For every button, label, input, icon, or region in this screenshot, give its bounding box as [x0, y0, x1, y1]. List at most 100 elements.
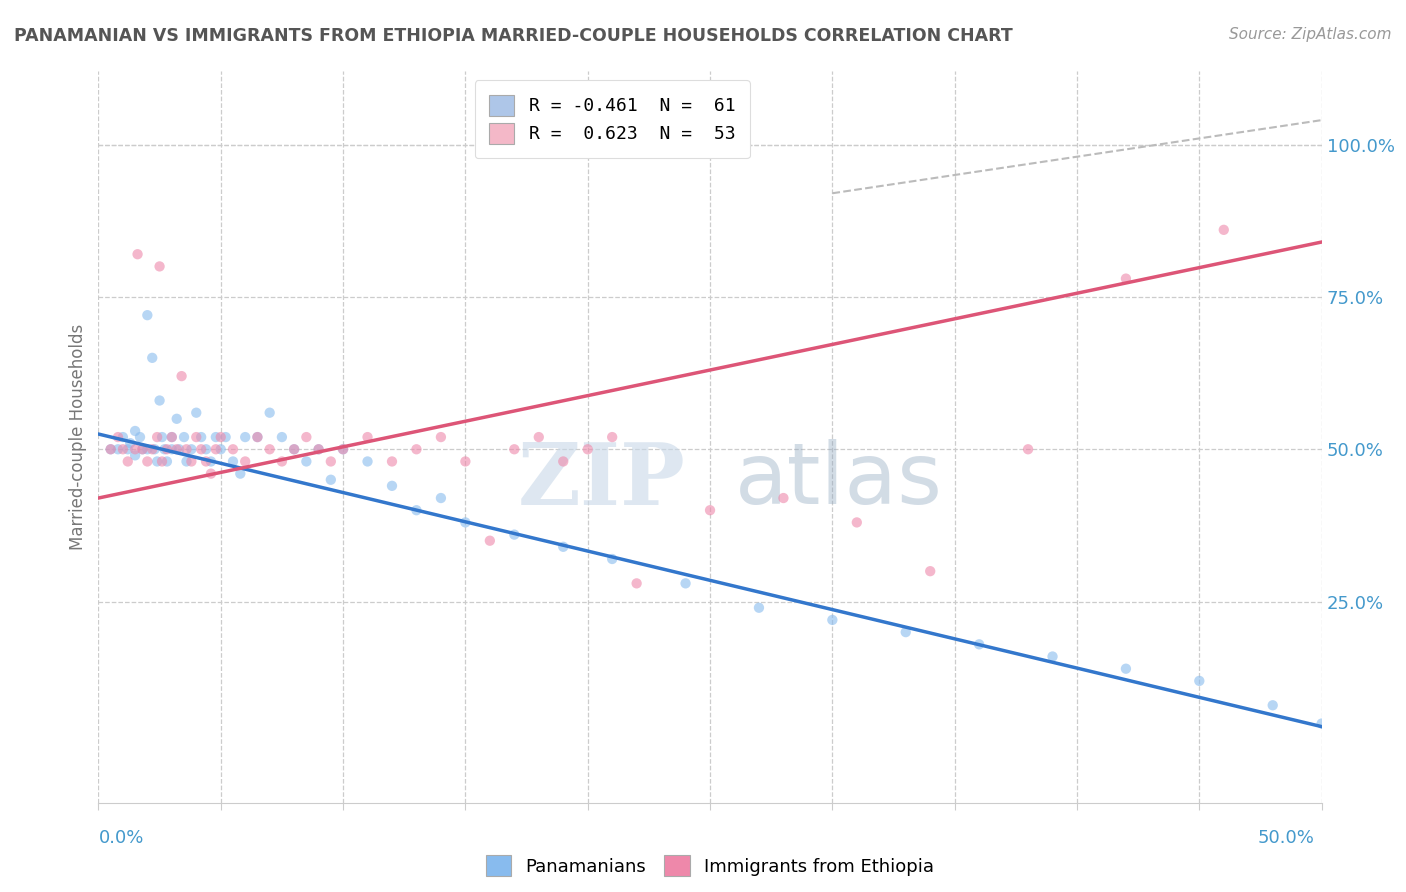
- Point: [129, 430, 152, 444]
- Point: [845, 516, 868, 530]
- Point: [160, 442, 183, 457]
- Point: [173, 430, 195, 444]
- Point: [319, 454, 342, 468]
- Point: [107, 430, 129, 444]
- Point: [553, 454, 575, 468]
- Point: [675, 576, 697, 591]
- Point: [246, 430, 269, 444]
- Point: [1310, 716, 1333, 731]
- Point: [117, 454, 139, 468]
- Point: [209, 442, 232, 457]
- Point: [332, 442, 354, 457]
- Point: [967, 637, 990, 651]
- Point: [283, 442, 305, 457]
- Point: [166, 412, 188, 426]
- Point: [920, 564, 942, 578]
- Y-axis label: Married-couple Households: Married-couple Households: [69, 324, 87, 550]
- Point: [894, 625, 917, 640]
- Point: [356, 454, 378, 468]
- Point: [748, 600, 770, 615]
- Point: [259, 442, 281, 457]
- Point: [600, 430, 623, 444]
- Point: [160, 430, 183, 444]
- Point: [503, 527, 526, 541]
- Point: [160, 430, 183, 444]
- Point: [107, 442, 129, 457]
- Point: [166, 442, 188, 457]
- Point: [233, 430, 256, 444]
- Point: [209, 430, 232, 444]
- Text: PANAMANIAN VS IMMIGRANTS FROM ETHIOPIA MARRIED-COUPLE HOUSEHOLDS CORRELATION CHA: PANAMANIAN VS IMMIGRANTS FROM ETHIOPIA M…: [14, 27, 1012, 45]
- Text: Source: ZipAtlas.com: Source: ZipAtlas.com: [1229, 27, 1392, 42]
- Point: [186, 406, 208, 420]
- Point: [111, 442, 134, 457]
- Point: [553, 540, 575, 554]
- Point: [111, 430, 134, 444]
- Point: [1115, 662, 1137, 676]
- Point: [150, 430, 173, 444]
- Point: [205, 442, 228, 457]
- Point: [478, 533, 501, 548]
- Point: [146, 454, 169, 468]
- Point: [156, 442, 179, 457]
- Point: [295, 430, 318, 444]
- Point: [146, 430, 169, 444]
- Point: [149, 393, 172, 408]
- Point: [1115, 271, 1137, 285]
- Point: [167, 442, 190, 457]
- Point: [195, 454, 218, 468]
- Point: [283, 442, 305, 457]
- Point: [141, 442, 163, 457]
- Point: [100, 442, 122, 457]
- Text: atlas: atlas: [734, 440, 942, 523]
- Point: [156, 454, 179, 468]
- Point: [136, 442, 159, 457]
- Point: [259, 406, 281, 420]
- Point: [295, 454, 318, 468]
- Point: [1212, 223, 1234, 237]
- Point: [143, 442, 166, 457]
- Point: [699, 503, 721, 517]
- Point: [381, 479, 404, 493]
- Point: [136, 454, 159, 468]
- Point: [405, 442, 427, 457]
- Point: [270, 430, 294, 444]
- Point: [1188, 673, 1211, 688]
- Point: [214, 430, 236, 444]
- Point: [150, 454, 173, 468]
- Point: [233, 454, 256, 468]
- Point: [319, 473, 342, 487]
- Point: [821, 613, 844, 627]
- Point: [200, 454, 222, 468]
- Point: [454, 454, 477, 468]
- Point: [772, 491, 794, 505]
- Point: [124, 442, 146, 457]
- Point: [131, 442, 153, 457]
- Point: [141, 351, 163, 365]
- Point: [222, 454, 245, 468]
- Point: [454, 516, 477, 530]
- Point: [405, 503, 427, 517]
- Point: [527, 430, 550, 444]
- Point: [332, 442, 354, 457]
- Point: [381, 454, 404, 468]
- Point: [503, 442, 526, 457]
- Point: [136, 308, 159, 322]
- Text: 50.0%: 50.0%: [1258, 829, 1315, 847]
- Point: [195, 442, 218, 457]
- Point: [117, 442, 139, 457]
- Point: [600, 552, 623, 566]
- Point: [430, 430, 453, 444]
- Point: [190, 442, 212, 457]
- Text: ZIP: ZIP: [517, 439, 686, 523]
- Point: [120, 436, 142, 450]
- Point: [626, 576, 648, 591]
- Point: [356, 430, 378, 444]
- Point: [430, 491, 453, 505]
- Point: [308, 442, 330, 457]
- Point: [186, 430, 208, 444]
- Point: [1261, 698, 1284, 713]
- Point: [100, 442, 122, 457]
- Legend: Panamanians, Immigrants from Ethiopia: Panamanians, Immigrants from Ethiopia: [474, 843, 946, 888]
- Point: [229, 467, 252, 481]
